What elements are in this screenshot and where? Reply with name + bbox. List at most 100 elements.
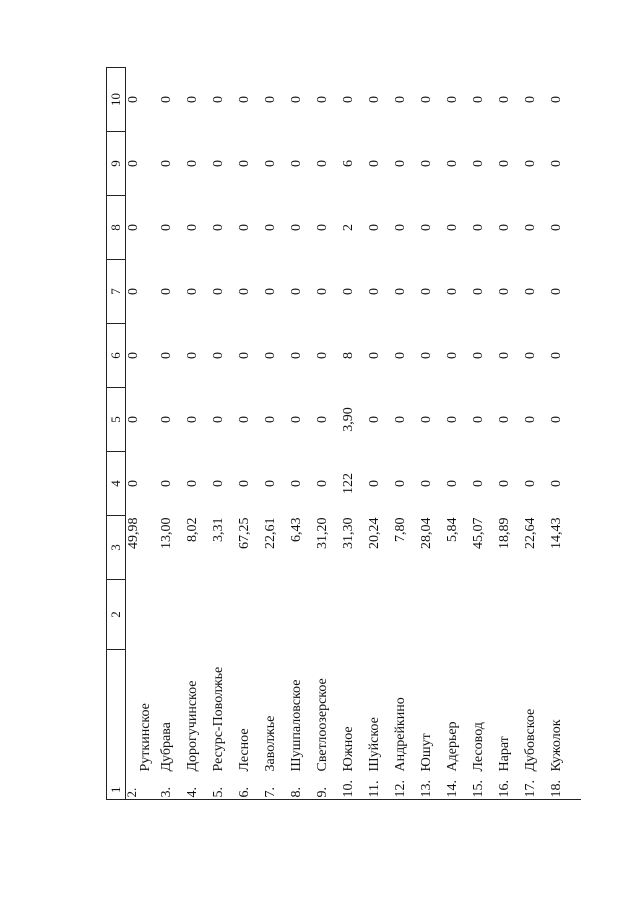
value-cell-c5: 0 bbox=[393, 416, 408, 423]
value-cell-c8: 2 bbox=[341, 224, 356, 231]
spacer-cell bbox=[518, 580, 544, 650]
value-cell-c7: 0 bbox=[471, 288, 486, 295]
spacer-cell bbox=[154, 580, 180, 650]
row-number: 14. bbox=[445, 780, 460, 798]
value-cell-c8: 0 bbox=[315, 224, 330, 231]
value-cell-c8: 0 bbox=[211, 224, 226, 231]
value-cell-c8: 0 bbox=[419, 224, 434, 231]
value-cell-col-3: 5,84 bbox=[445, 517, 460, 543]
spacer-cell bbox=[284, 580, 310, 650]
value-cell-c4: 0 bbox=[445, 480, 460, 487]
value-cell-col-3: 7,80 bbox=[393, 517, 408, 543]
value-cell-c7: 0 bbox=[211, 288, 226, 295]
header-col-8: 8 bbox=[106, 195, 126, 260]
value-cell-c4: 0 bbox=[185, 480, 200, 487]
value-cell-c8: 0 bbox=[497, 224, 512, 231]
spacer-cell bbox=[206, 580, 232, 650]
table-row: 2. Руткинское 49,98 0 0 0 0 0 0 0 bbox=[124, 68, 155, 800]
value-cell-c8: 0 bbox=[393, 224, 408, 231]
row-name-cell: 14. Адерьер bbox=[440, 650, 466, 800]
value-cell-c6: 0 bbox=[237, 352, 252, 359]
value-cell-c10: 0 bbox=[341, 96, 356, 103]
value-cell-col-3: 20,24 bbox=[367, 517, 382, 550]
spacer-cell bbox=[310, 580, 336, 650]
value-cell-c8: 0 bbox=[126, 224, 141, 231]
value-cell-c6: 0 bbox=[315, 352, 330, 359]
row-name: Нарат bbox=[497, 736, 512, 772]
value-cell-c6: 0 bbox=[289, 352, 304, 359]
value-cell-c6: 0 bbox=[263, 352, 278, 359]
row-name: Дорогучинское bbox=[185, 680, 200, 772]
value-cell-c5: 0 bbox=[549, 416, 564, 423]
row-number: 5. bbox=[211, 787, 226, 798]
value-cell-c7: 0 bbox=[419, 288, 434, 295]
value-cell-c9: 0 bbox=[393, 160, 408, 167]
value-cell-c10: 0 bbox=[211, 96, 226, 103]
row-name-cell: 17. Дубовское bbox=[518, 650, 544, 800]
value-cell-c7: 0 bbox=[445, 288, 460, 295]
table-row: 11. Шуйское 20,24 0 0 0 0 0 0 0 bbox=[362, 68, 388, 800]
table-row: 12. Андрейкино 7,80 0 0 0 0 0 0 0 bbox=[388, 68, 414, 800]
value-cell-c7: 0 bbox=[341, 288, 356, 295]
header-col-3: 3 bbox=[106, 515, 126, 580]
value-cell-c5: 0 bbox=[367, 416, 382, 423]
value-cell-c6: 0 bbox=[497, 352, 512, 359]
value-cell-c8: 0 bbox=[185, 224, 200, 231]
header-col-5: 5 bbox=[106, 387, 126, 452]
row-name: Ресурс-Поволжье bbox=[211, 666, 226, 772]
row-number: 3. bbox=[159, 787, 174, 798]
data-table: 1 2 3 4 5 6 7 8 9 10 2. Руткинское 49,98 0 0… bbox=[106, 67, 570, 800]
row-name: Заволжье bbox=[263, 715, 278, 772]
row-name-cell: 8. Шушпаловское bbox=[284, 650, 310, 800]
value-cell-c4: 0 bbox=[471, 480, 486, 487]
row-name-cell: 6. Лесное bbox=[232, 650, 258, 800]
value-cell-c7: 0 bbox=[289, 288, 304, 295]
table-body: 2. Руткинское 49,98 0 0 0 0 0 0 0 3. Дубрава 13,00 0 0… bbox=[124, 68, 571, 800]
spacer-cell bbox=[126, 580, 155, 650]
row-number: 18. bbox=[549, 780, 564, 798]
row-number: 12. bbox=[393, 780, 408, 798]
row-name-cell: 4. Дорогучинское bbox=[180, 650, 206, 800]
value-cell-c9: 0 bbox=[445, 160, 460, 167]
header-col-6: 6 bbox=[106, 323, 126, 388]
value-cell-c10: 0 bbox=[289, 96, 304, 103]
value-cell-c6: 0 bbox=[126, 352, 141, 359]
value-cell-c4: 0 bbox=[497, 480, 512, 487]
value-cell-c6: 0 bbox=[393, 352, 408, 359]
first-row-label: 2. bbox=[124, 787, 139, 798]
value-cell-c9: 0 bbox=[315, 160, 330, 167]
value-cell-c7: 0 bbox=[497, 288, 512, 295]
row-name-cell: 18. Кужолок bbox=[544, 650, 570, 800]
table-row: 13. Юшут 28,04 0 0 0 0 0 0 0 bbox=[414, 68, 440, 800]
row-name: Лесное bbox=[237, 728, 252, 772]
value-cell-col-3: 31,20 bbox=[315, 517, 330, 550]
row-name-cell: 7. Заволжье bbox=[258, 650, 284, 800]
value-cell-c6: 0 bbox=[471, 352, 486, 359]
value-cell-c10: 0 bbox=[185, 96, 200, 103]
value-cell-c4: 0 bbox=[523, 480, 538, 487]
row-name: Светлоозерское bbox=[315, 678, 330, 772]
value-cell-c4: 0 bbox=[263, 480, 278, 487]
value-cell-col-3: 8,02 bbox=[185, 517, 200, 543]
value-cell-c5: 0 bbox=[523, 416, 538, 423]
value-cell-col-3: 22,61 bbox=[263, 517, 278, 550]
value-cell-col-3: 67,25 bbox=[237, 517, 252, 550]
value-cell-col-3: 45,07 bbox=[471, 517, 486, 550]
row-name-cell: 10. Южное bbox=[336, 650, 362, 800]
value-cell-c7: 0 bbox=[523, 288, 538, 295]
row-number: 6. bbox=[237, 787, 252, 798]
value-cell-c7: 0 bbox=[237, 288, 252, 295]
row-name-cell: 11. Шуйское bbox=[362, 650, 388, 800]
value-cell-c8: 0 bbox=[523, 224, 538, 231]
value-cell-c8: 0 bbox=[471, 224, 486, 231]
spacer-cell bbox=[544, 580, 570, 650]
value-cell-c9: 0 bbox=[549, 160, 564, 167]
header-col-4: 4 bbox=[106, 451, 126, 516]
value-cell-c6: 0 bbox=[159, 352, 174, 359]
value-cell-c5: 0 bbox=[315, 416, 330, 423]
value-cell-c9: 0 bbox=[211, 160, 226, 167]
table-row: 14. Адерьер 5,84 0 0 0 0 0 0 0 bbox=[440, 68, 466, 800]
spacer-cell bbox=[440, 580, 466, 650]
value-cell-c9: 0 bbox=[289, 160, 304, 167]
value-cell-col-3: 49,98 bbox=[126, 517, 141, 550]
